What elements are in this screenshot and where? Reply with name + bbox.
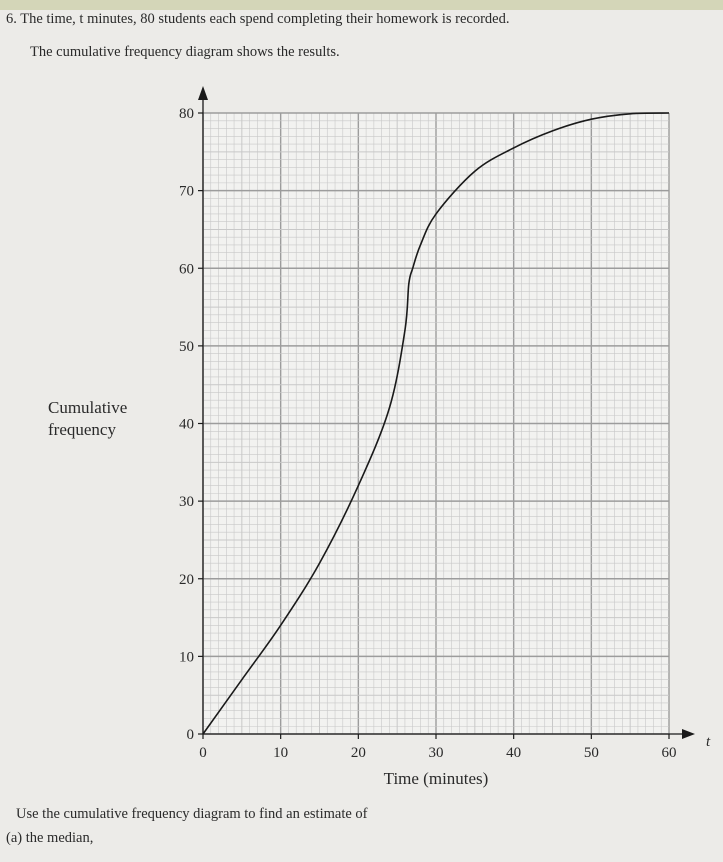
y-tick-label: 50 — [179, 339, 194, 355]
x-tick-label: 20 — [351, 745, 366, 761]
question-intro-text: 6. The time, t minutes, 80 students each… — [6, 11, 510, 27]
y-tick-label: 80 — [179, 106, 194, 122]
question-part-a-text: (a) the median, — [6, 830, 94, 846]
y-axis-arrowhead — [198, 86, 208, 100]
x-tick-label: 10 — [273, 745, 288, 761]
cumulative-frequency-curve — [202, 112, 670, 735]
x-tick-label: 60 — [662, 745, 677, 761]
y-tick-label: 60 — [179, 261, 194, 277]
x-axis-variable-label: t — [706, 734, 711, 750]
x-tick-label: 50 — [584, 745, 599, 761]
y-axis-label-line1: Cumulative — [48, 398, 128, 417]
x-tick-label: 30 — [429, 745, 444, 761]
y-tick-label: 20 — [179, 572, 194, 588]
y-tick-label: 40 — [179, 417, 194, 433]
question-description-text: The cumulative frequency diagram shows t… — [30, 44, 340, 60]
y-tick-label: 0 — [187, 727, 195, 743]
x-tick-label: 40 — [506, 745, 521, 761]
y-tick-label: 30 — [179, 494, 194, 510]
y-tick-label: 70 — [179, 184, 194, 200]
y-axis-label-line2: frequency — [48, 420, 116, 439]
top-color-band — [0, 0, 723, 10]
question-instruction-text: Use the cumulative frequency diagram to … — [16, 806, 368, 822]
x-axis-label: Time (minutes) — [384, 769, 489, 788]
x-axis-arrowhead — [682, 729, 695, 739]
x-tick-label: 0 — [199, 745, 207, 761]
y-tick-label: 10 — [179, 649, 194, 665]
